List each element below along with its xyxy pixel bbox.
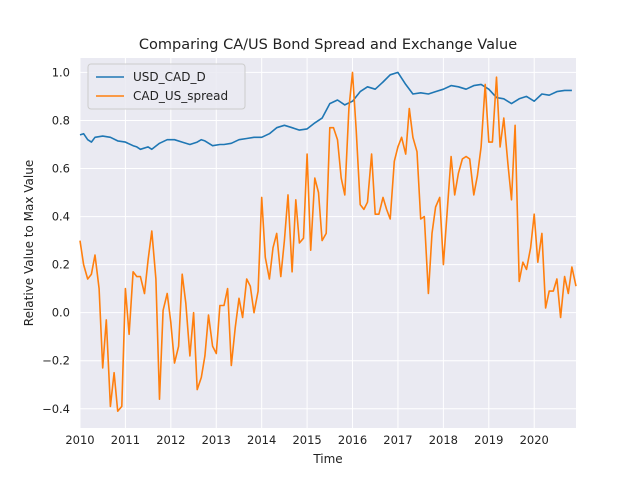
legend-label-cad-us-spread: CAD_US_spread [133, 89, 228, 103]
x-tick-label: 2010 [65, 433, 94, 447]
y-tick-label: −0.2 [42, 354, 70, 368]
y-tick-label: 1.0 [52, 65, 70, 79]
x-tick-label: 2011 [111, 433, 140, 447]
y-axis-label: Relative Value to Max Value [22, 160, 36, 326]
legend-label-usd-cad-d: USD_CAD_D [133, 70, 206, 84]
y-tick-label: 0.8 [52, 113, 70, 127]
x-tick-label: 2020 [520, 433, 549, 447]
x-tick-label: 2018 [429, 433, 458, 447]
y-tick-label: 0.2 [52, 258, 70, 272]
x-axis-label: Time [312, 452, 342, 466]
plot-area [80, 58, 576, 428]
x-tick-label: 2013 [202, 433, 231, 447]
x-tick-label: 2019 [474, 433, 503, 447]
x-tick-label: 2014 [247, 433, 276, 447]
legend: USD_CAD_D CAD_US_spread [88, 64, 245, 109]
y-tick-label: 0.0 [52, 306, 70, 320]
x-tick-label: 2016 [338, 433, 367, 447]
chart-title: Comparing CA/US Bond Spread and Exchange… [139, 37, 517, 53]
y-tick-label: −0.4 [42, 402, 70, 416]
x-tick-label: 2012 [156, 433, 185, 447]
y-tick-label: 0.4 [52, 210, 70, 224]
x-tick-label: 2015 [292, 433, 321, 447]
y-tick-label: 0.6 [52, 162, 70, 176]
x-tick-label: 2017 [383, 433, 412, 447]
